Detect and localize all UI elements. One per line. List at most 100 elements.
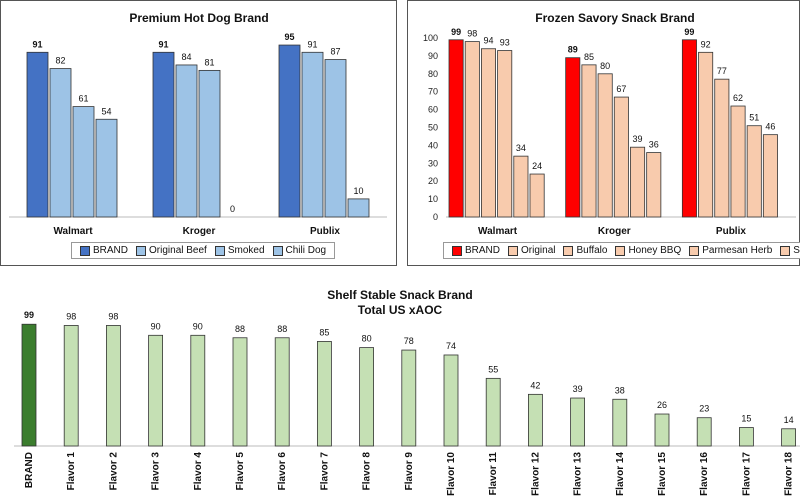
shelf-stable-data-label: 88	[277, 324, 287, 334]
frozen-snack-data-label: 80	[600, 61, 610, 71]
shelf-stable-category-label: Flavor 3	[151, 452, 162, 491]
frozen-snack-data-label: 77	[717, 66, 727, 76]
frozen-snack-data-label: 98	[467, 29, 477, 39]
frozen-snack-legend-swatch	[780, 245, 791, 256]
shelf-stable-category-label: Flavor 7	[319, 452, 330, 491]
frozen-snack-title: Frozen Savory Snack Brand	[535, 11, 694, 25]
frozen-snack-legend-label: BRAND	[465, 245, 501, 256]
frozen-snack-legend-label: Buffalo	[576, 245, 608, 256]
frozen-snack-legend-label: Original	[521, 245, 556, 256]
shelf-stable-bar	[570, 397, 585, 447]
shelf-stable-category-label: Flavor 8	[362, 452, 373, 491]
frozen-snack-bar	[565, 57, 581, 218]
hot-dog-legend-swatch	[214, 245, 225, 256]
shelf-stable-category-label: Flavor 12	[530, 452, 541, 496]
frozen-snack-data-label: 39	[633, 134, 643, 144]
hot-dog-bar	[347, 198, 370, 218]
frozen-snack-legend-label: Sriracha	[793, 245, 800, 256]
hot-dog-bar	[175, 64, 198, 218]
shelf-stable-bar	[443, 354, 459, 447]
shelf-stable-bar	[739, 427, 754, 447]
shelf-stable-category-label: Flavor 17	[741, 452, 752, 496]
frozen-snack-legend-swatch	[508, 245, 519, 256]
frozen-snack-legend-item: Original	[508, 245, 555, 256]
shelf-stable-bar	[274, 337, 290, 447]
frozen-snack-data-label: 94	[483, 36, 493, 46]
frozen-snack-legend-label: Honey BBQ	[628, 245, 682, 256]
hot-dog-legend-swatch	[80, 245, 90, 256]
hot-dog-legend: BRAND Original Beef Smoked Chili Dog	[71, 242, 336, 259]
hot-dog-legend-label: Original Beef	[149, 245, 207, 256]
frozen-snack-y-tick: 0	[433, 212, 438, 222]
shelf-stable-bar	[21, 323, 37, 447]
shelf-stable-bar	[696, 417, 712, 447]
shelf-stable-bar	[612, 398, 628, 447]
frozen-snack-y-tick: 30	[428, 158, 438, 168]
shelf-stable-bar	[528, 393, 543, 447]
frozen-snack-legend-label: Parmesan Herb	[702, 245, 773, 256]
shelf-stable-category-label: Flavor 15	[657, 452, 668, 496]
shelf-stable-category-label: Flavor 2	[108, 452, 119, 491]
frozen-snack-y-tick: 90	[428, 51, 438, 61]
frozen-snack-category-label: Publix	[716, 226, 746, 237]
shelf-stable-data-label: 98	[108, 311, 118, 321]
frozen-snack-bar	[681, 39, 697, 218]
frozen-snack-bar	[597, 73, 613, 218]
shelf-stable-data-label: 78	[404, 336, 414, 346]
frozen-snack-bar	[762, 134, 778, 218]
shelf-stable-data-label: 42	[530, 380, 540, 390]
hot-dog-bar	[301, 51, 324, 218]
shelf-stable-data-label: 26	[657, 400, 667, 410]
frozen-snack-bar	[513, 155, 529, 218]
frozen-snack-data-label: 99	[451, 27, 461, 37]
shelf-stable-data-label: 15	[741, 414, 751, 424]
frozen-snack-bar	[497, 50, 513, 218]
hot-dog-legend-item: Smoked	[214, 245, 265, 256]
frozen-snack-legend: BRAND Original Buffalo Honey BBQ Parmesan He…	[443, 242, 800, 259]
shelf-stable-category-label: Flavor 16	[699, 452, 710, 496]
hot-dog-data-label: 91	[307, 39, 317, 49]
frozen-snack-data-label: 93	[500, 38, 510, 48]
frozen-snack-bar	[698, 51, 714, 218]
hot-dog-data-label: 10	[353, 186, 363, 196]
frozen-snack-data-label: 36	[649, 140, 659, 150]
hot-dog-bar	[72, 106, 95, 218]
hot-dog-bar	[324, 59, 347, 218]
hot-dog-bar	[278, 44, 301, 218]
frozen-snack-bar	[730, 105, 746, 218]
shelf-stable-category-label: Flavor 11	[488, 452, 499, 496]
frozen-snack-legend-item: BRAND	[452, 245, 500, 256]
shelf-stable-category-label: Flavor 1	[66, 452, 77, 491]
hot-dog-bar	[49, 68, 72, 218]
shelf-stable-bar	[63, 325, 79, 447]
frozen-snack-data-label: 24	[532, 161, 542, 171]
frozen-snack-data-label: 99	[684, 27, 694, 37]
frozen-snack-data-label: 85	[584, 52, 594, 62]
hot-dog-category-label: Kroger	[183, 226, 216, 237]
hot-dog-data-label: 95	[284, 32, 294, 42]
shelf-stable-bar	[190, 334, 206, 447]
hot-dog-legend-label: BRAND	[93, 245, 129, 256]
shelf-stable-category-label: BRAND	[24, 452, 35, 488]
hot-dog-legend-item: Chili Dog	[272, 245, 326, 256]
frozen-snack-legend-item: Sriracha	[780, 245, 800, 256]
shelf-stable-data-label: 39	[573, 384, 583, 394]
shelf-stable-category-label: Flavor 13	[573, 452, 584, 496]
frozen-snack-y-tick: 20	[428, 176, 438, 186]
frozen-snack-data-label: 89	[568, 45, 578, 55]
frozen-snack-legend-item: Parmesan Herb	[689, 245, 772, 256]
shelf-stable-category-label: Flavor 4	[193, 452, 204, 491]
frozen-snack-legend-item: Buffalo	[563, 245, 607, 256]
hot-dog-data-label: 82	[55, 56, 65, 66]
shelf-stable-data-label: 55	[488, 364, 498, 374]
hot-dog-data-label: 91	[158, 39, 168, 49]
frozen-snack-y-tick: 100	[423, 33, 438, 43]
shelf-stable-bar	[148, 334, 164, 447]
frozen-snack-chart: Frozen Savory Snack Brand 0 10 20 30 40 50 60 70…	[423, 11, 796, 237]
frozen-snack-category-label: Kroger	[598, 226, 631, 237]
hot-dog-data-label: 87	[330, 47, 340, 57]
shelf-stable-bar	[359, 347, 375, 447]
shelf-stable-category-label: Flavor 9	[404, 452, 415, 491]
shelf-stable-category-label: Flavor 14	[615, 452, 626, 496]
